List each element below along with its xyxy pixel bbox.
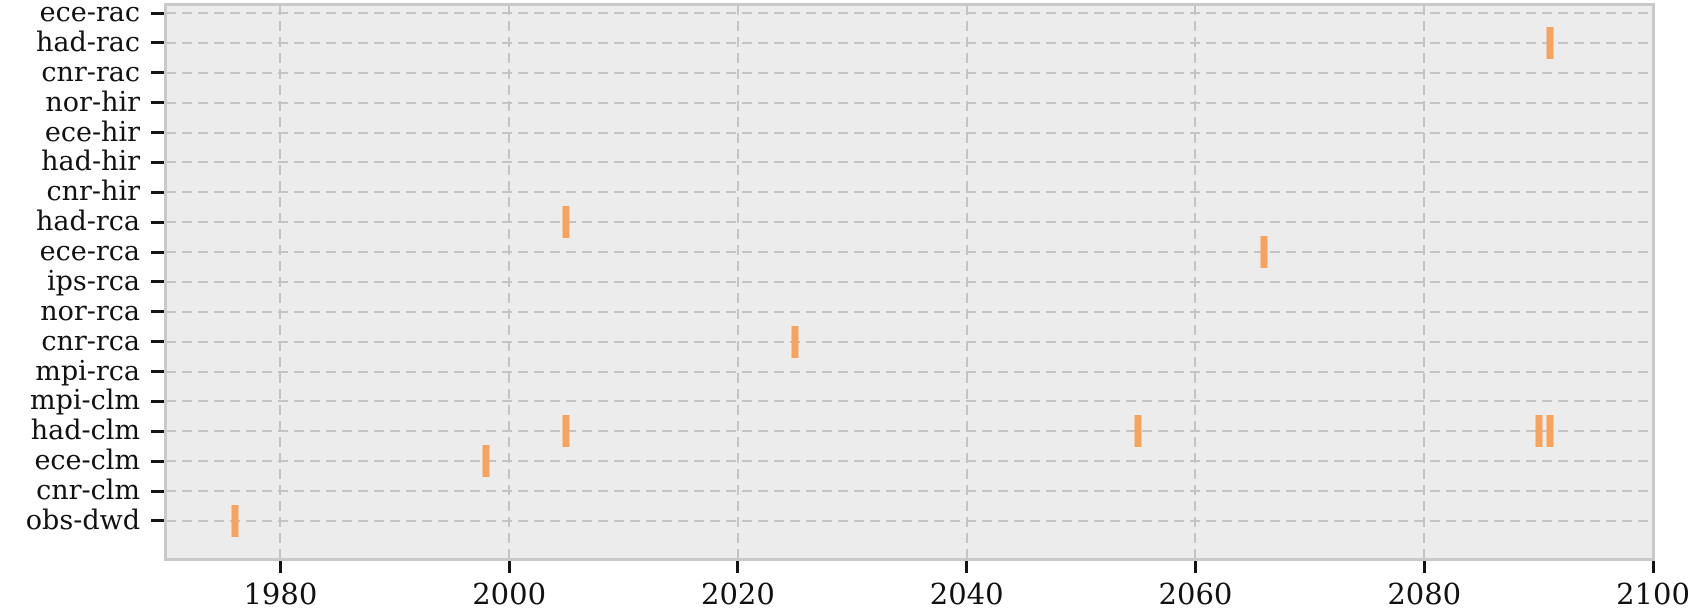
y-tick [151, 220, 165, 224]
y-tick [151, 459, 165, 463]
y-axis-label: ece-rca [39, 236, 140, 268]
y-axis-label: had-hir [41, 146, 140, 178]
gridline-vertical [965, 5, 968, 559]
gridline-vertical [736, 5, 739, 559]
y-tick [151, 280, 165, 284]
gridline-horizontal [166, 251, 1653, 254]
y-tick [151, 310, 165, 314]
y-axis-label: ece-clm [34, 445, 140, 477]
gridline-horizontal [166, 191, 1653, 194]
gridline-horizontal [166, 101, 1653, 104]
x-tick [507, 560, 511, 573]
y-axis-label: cnr-rac [41, 56, 140, 88]
x-axis-label: 2000 [472, 577, 547, 611]
gridline-vertical [1652, 5, 1654, 559]
event-marker [1535, 415, 1543, 448]
gridline-horizontal [166, 71, 1653, 74]
gridline-horizontal [166, 12, 1653, 14]
y-axis-label: obs-dwd [25, 504, 140, 536]
y-axis-label: had-rca [35, 206, 140, 238]
gridline-vertical [508, 5, 511, 559]
x-tick [965, 560, 969, 573]
x-tick [1193, 560, 1197, 573]
x-tick [736, 560, 740, 573]
y-axis-label: ips-rca [46, 265, 140, 297]
event-marker [562, 415, 570, 448]
x-axis-label: 2040 [929, 577, 1004, 611]
y-axis-label: had-clm [30, 415, 140, 447]
y-tick [151, 41, 165, 45]
y-tick [151, 101, 165, 105]
y-tick [151, 250, 165, 254]
gridline-vertical [1194, 5, 1197, 559]
y-axis-label: mpi-rca [35, 355, 140, 387]
x-axis-label: 2080 [1387, 577, 1462, 611]
y-axis-label: cnr-clm [36, 475, 140, 507]
y-tick [151, 160, 165, 164]
x-axis-label: 2060 [1158, 577, 1233, 611]
y-axis-label: mpi-clm [29, 385, 140, 417]
y-tick [151, 399, 165, 403]
event-marker [791, 325, 799, 358]
x-tick [1422, 560, 1426, 573]
y-tick [151, 489, 165, 493]
x-tick [278, 560, 282, 573]
gridline-vertical [279, 5, 282, 559]
event-marker [1546, 415, 1554, 448]
y-tick [151, 519, 165, 523]
gridline-horizontal [166, 221, 1653, 224]
y-axis-label: nor-rca [40, 295, 140, 327]
event-marker [1546, 26, 1554, 59]
gridline-horizontal [166, 41, 1653, 44]
event-marker [562, 206, 570, 239]
gridline-vertical [1423, 5, 1426, 559]
gridline-horizontal [166, 161, 1653, 164]
gridline-horizontal [166, 280, 1653, 283]
x-axis-label: 2020 [701, 577, 775, 611]
y-tick [151, 340, 165, 344]
y-axis-label: cnr-hir [46, 176, 140, 208]
gridline-horizontal [166, 490, 1653, 493]
gridline-horizontal [166, 400, 1653, 403]
y-axis-label: ece-hir [44, 116, 140, 148]
gridline-horizontal [166, 430, 1653, 433]
y-axis-label: cnr-rca [41, 325, 140, 357]
gridline-horizontal [166, 460, 1653, 463]
y-tick [151, 190, 165, 194]
event-marker [1134, 415, 1142, 448]
x-tick [1651, 560, 1655, 573]
x-axis-label: 1980 [243, 577, 318, 611]
y-axis-label: had-rac [35, 26, 140, 58]
gridline-horizontal [166, 519, 1653, 522]
gridline-horizontal [166, 131, 1653, 134]
y-tick [151, 370, 165, 374]
y-tick [151, 71, 165, 75]
y-tick [151, 429, 165, 433]
event-marker [231, 504, 239, 537]
y-axis-label: nor-hir [45, 86, 140, 118]
gridline-horizontal [166, 340, 1653, 343]
y-tick [151, 131, 165, 135]
gridline-horizontal [166, 370, 1653, 373]
x-axis-label: 2100 [1616, 577, 1690, 611]
gridline-horizontal [166, 310, 1653, 313]
y-tick [151, 11, 165, 15]
plot-area [164, 3, 1655, 561]
event-marker [482, 445, 490, 478]
y-axis-label: ece-rac [39, 0, 140, 28]
event-marker [1260, 236, 1268, 269]
